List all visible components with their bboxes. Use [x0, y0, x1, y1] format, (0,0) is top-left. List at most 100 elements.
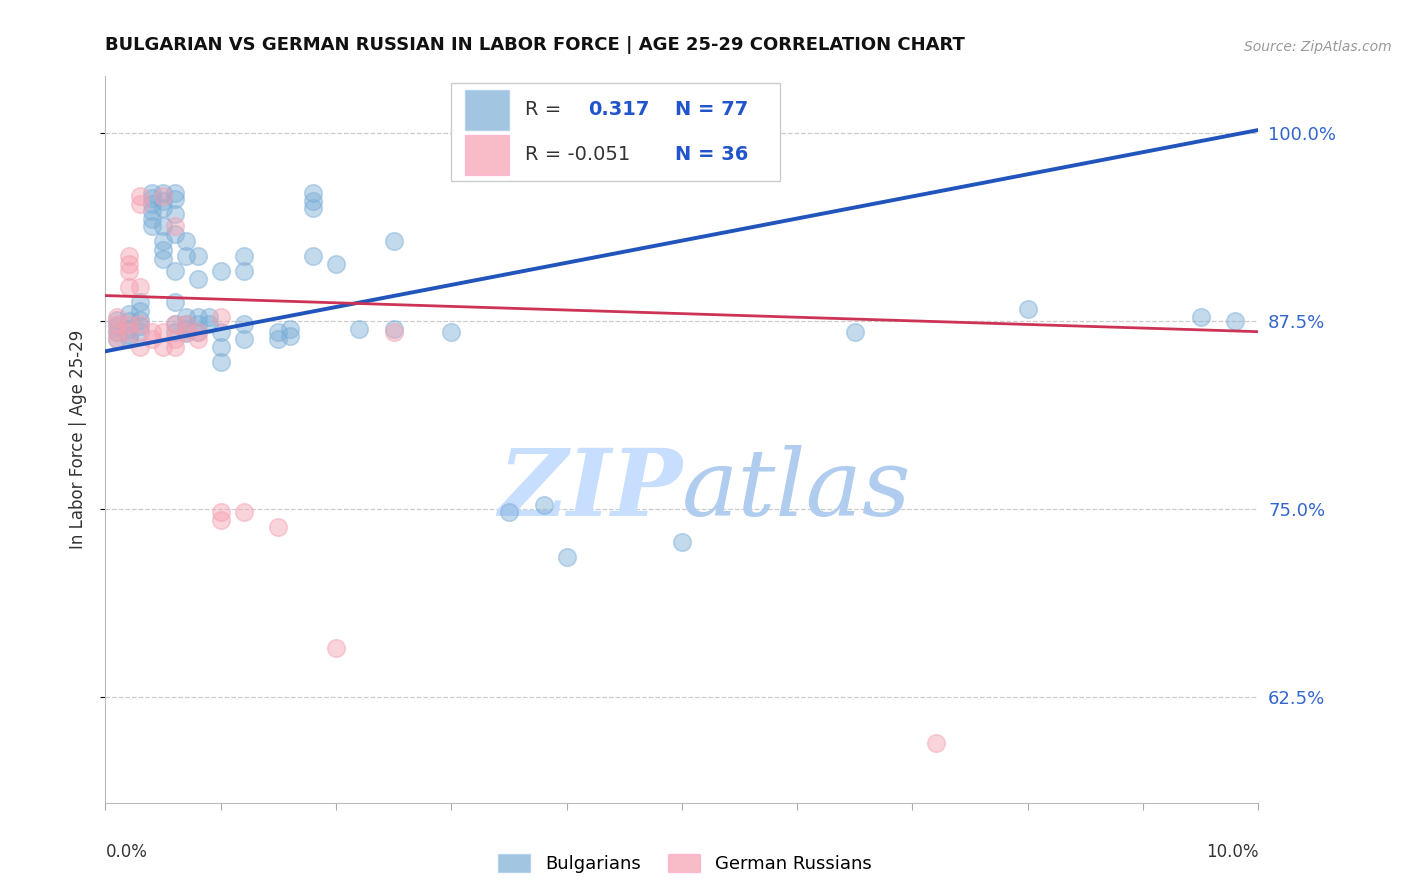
Point: [105, 332, 128, 346]
Point: [152, 252, 174, 267]
Point: [232, 505, 254, 519]
Point: [117, 327, 139, 342]
Point: [174, 249, 197, 263]
Point: [117, 314, 139, 328]
Point: [129, 340, 152, 354]
Text: 10.0%: 10.0%: [1206, 843, 1258, 861]
Point: [129, 196, 152, 211]
Point: [187, 249, 209, 263]
Point: [163, 264, 186, 278]
Point: [267, 332, 290, 346]
Point: [163, 192, 186, 206]
Point: [141, 219, 163, 234]
Point: [533, 498, 555, 512]
Point: [174, 310, 197, 324]
Point: [924, 736, 946, 750]
Point: [209, 325, 232, 339]
Point: [163, 186, 186, 201]
Point: [129, 279, 152, 293]
Point: [267, 325, 290, 339]
Point: [152, 340, 174, 354]
Point: [141, 191, 163, 205]
Point: [105, 312, 128, 326]
Point: [163, 332, 186, 346]
Point: [105, 332, 128, 346]
Point: [174, 326, 197, 341]
Point: [152, 219, 174, 234]
Point: [382, 321, 405, 335]
Point: [232, 264, 254, 278]
Point: [117, 332, 139, 346]
Point: [141, 332, 163, 346]
Point: [1017, 302, 1039, 317]
Point: [163, 340, 186, 354]
Point: [163, 325, 186, 339]
Point: [152, 325, 174, 339]
FancyBboxPatch shape: [465, 135, 509, 175]
Point: [163, 317, 186, 331]
Point: [1225, 314, 1247, 328]
Text: Source: ZipAtlas.com: Source: ZipAtlas.com: [1244, 39, 1392, 54]
Point: [347, 321, 370, 335]
Point: [1189, 310, 1212, 324]
Text: atlas: atlas: [682, 445, 911, 535]
Point: [498, 505, 520, 519]
Point: [198, 317, 221, 331]
Point: [163, 317, 186, 331]
Point: [187, 272, 209, 286]
Text: N = 77: N = 77: [675, 100, 748, 120]
Point: [105, 318, 128, 333]
Point: [129, 318, 152, 333]
Point: [117, 317, 139, 331]
FancyBboxPatch shape: [465, 89, 509, 129]
Point: [382, 325, 405, 339]
Point: [187, 310, 209, 324]
Point: [174, 317, 197, 331]
Point: [187, 332, 209, 346]
Point: [325, 257, 347, 271]
Point: [302, 194, 325, 208]
Point: [163, 219, 186, 234]
Point: [117, 307, 139, 321]
Point: [129, 325, 152, 339]
Point: [141, 325, 163, 339]
Point: [555, 550, 578, 565]
Text: 0.317: 0.317: [589, 100, 650, 120]
Point: [209, 355, 232, 369]
Point: [141, 211, 163, 226]
Point: [105, 325, 128, 339]
Point: [117, 279, 139, 293]
Point: [117, 264, 139, 278]
Point: [382, 235, 405, 249]
Text: ZIP: ZIP: [498, 445, 682, 535]
Point: [302, 249, 325, 263]
Text: N = 36: N = 36: [675, 145, 748, 164]
Text: R =: R =: [524, 100, 568, 120]
Point: [174, 325, 197, 339]
Point: [278, 321, 301, 335]
Point: [232, 249, 254, 263]
Point: [117, 249, 139, 263]
Point: [105, 317, 128, 331]
Point: [117, 257, 139, 271]
Point: [187, 317, 209, 331]
Point: [209, 513, 232, 527]
Point: [440, 325, 463, 339]
Point: [209, 340, 232, 354]
Text: R = -0.051: R = -0.051: [524, 145, 630, 164]
Point: [152, 189, 174, 203]
Text: 0.0%: 0.0%: [105, 843, 148, 861]
Point: [671, 535, 693, 549]
Point: [152, 201, 174, 215]
Point: [174, 321, 197, 335]
Point: [174, 235, 197, 249]
Point: [141, 196, 163, 211]
Point: [152, 244, 174, 258]
Point: [117, 321, 139, 335]
Point: [152, 186, 174, 201]
Point: [209, 264, 232, 278]
Point: [844, 325, 866, 339]
Point: [267, 520, 290, 534]
Point: [129, 294, 152, 309]
Point: [209, 310, 232, 324]
